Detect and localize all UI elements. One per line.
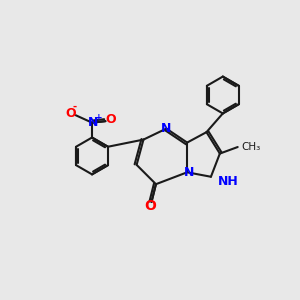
Text: N: N	[161, 122, 172, 135]
Text: O: O	[144, 200, 156, 214]
Text: -: -	[72, 101, 76, 111]
Text: N: N	[184, 167, 194, 179]
Text: NH: NH	[218, 175, 239, 188]
Text: CH₃: CH₃	[241, 142, 260, 152]
Text: O: O	[65, 107, 76, 120]
Text: +: +	[95, 113, 102, 122]
Text: O: O	[106, 113, 116, 126]
Text: N: N	[88, 116, 98, 129]
